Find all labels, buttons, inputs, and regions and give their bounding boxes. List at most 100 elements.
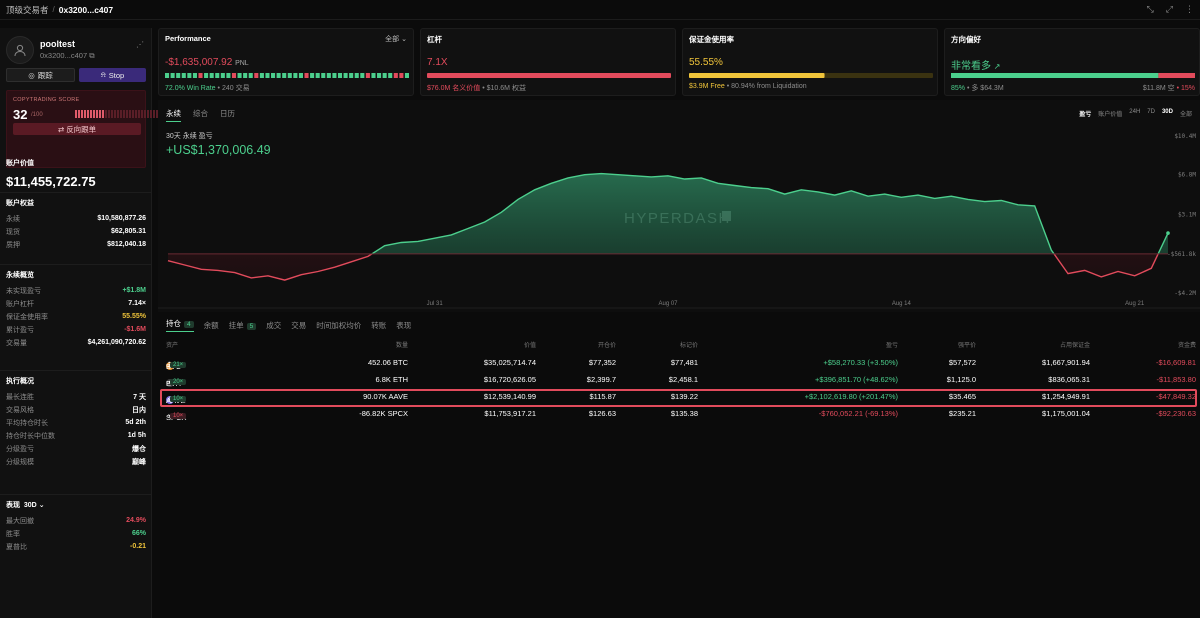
breadcrumb-separator: /	[52, 5, 55, 14]
breadcrumb-top-traders[interactable]: 顶级交易者	[6, 4, 49, 15]
liquidation-distance: • 80.94% from Liquidation	[726, 83, 807, 90]
win-rate-segments	[165, 73, 409, 78]
score-max: /100	[31, 112, 43, 118]
period-select[interactable]: 30D ⌄	[24, 502, 45, 509]
positions-tab[interactable]: 表现	[396, 320, 411, 331]
column-header[interactable]: 数量	[395, 343, 408, 349]
column-header[interactable]: 资金费	[1177, 343, 1196, 349]
reverse-copy-button[interactable]: ⇄ 反向跟单	[13, 123, 141, 135]
score-meter	[75, 110, 164, 118]
leverage-sub: $76.0M 名义价值 • $10.6M 权益	[427, 83, 526, 93]
score-meter-segment	[126, 110, 128, 118]
equity-value: $62,805.31	[110, 228, 146, 235]
performance-range-select[interactable]: 全部 ⌄	[385, 34, 407, 44]
performance-range-value: 全部	[385, 36, 400, 43]
trade-segment	[209, 73, 214, 78]
cell-qty: 90.07K AAVE	[363, 392, 408, 401]
pnl-chart-panel: HYPERDASH$10.4M$6.8M$3.1M-$561.8k-$4.2MJ…	[158, 100, 1200, 312]
cell-pnl: -$760,052.21 (-69.13%)	[818, 409, 898, 418]
column-header[interactable]: 开仓价	[597, 343, 616, 349]
cell-mark: $77,481	[670, 358, 698, 367]
trade-segment	[365, 73, 370, 78]
copytrading-score-card: COPYTRADING SCORE 32 /100 ⇄ 反向跟单	[6, 90, 164, 168]
score-meter-segment	[138, 110, 140, 118]
positions-tab[interactable]: 交易	[291, 320, 306, 331]
more-icon[interactable]: ⋮	[1185, 4, 1194, 14]
cell-pnl: +$2,102,619.80 (+201.47%)	[804, 392, 898, 401]
performance-row: 最大回撤 24.9%	[6, 514, 146, 527]
trade-segment	[231, 73, 237, 78]
chart-tab[interactable]: 永续	[166, 108, 181, 122]
column-header[interactable]: 占用保证金	[1059, 343, 1090, 349]
table-row[interactable]: AAAVE10×90.07K AAVE$12,539,140.99$115.87…	[158, 388, 1200, 405]
positions-tab[interactable]: 时间加权均价	[316, 320, 361, 331]
column-header[interactable]: 盈亏	[885, 343, 898, 349]
leverage-badge: 10×	[170, 396, 187, 402]
account-value-title: 账户价值	[6, 160, 34, 167]
x-tick-label: Aug 07	[658, 301, 678, 307]
trade-segment	[332, 73, 337, 78]
execution-key: 最长连胜	[6, 393, 34, 401]
equity-value: $812,040.18	[107, 241, 146, 248]
chart-option[interactable]: 全部	[1179, 112, 1192, 118]
positions-tab-label: 成交	[266, 320, 282, 330]
collapse-icon[interactable]: ⤡	[1146, 4, 1154, 14]
positions-tab[interactable]: 持仓 4	[166, 318, 194, 332]
chart-option[interactable]: 账户价值	[1098, 112, 1123, 118]
perp-key: 未实现盈亏	[6, 287, 41, 295]
arrow-up-right-icon: ↗	[993, 62, 1001, 71]
column-header[interactable]: 价值	[523, 343, 536, 349]
positions-tab-badge: 4	[184, 321, 194, 328]
follow-button[interactable]: ◎ 跟踪	[6, 68, 75, 82]
leverage-badge: 10×	[170, 413, 187, 419]
table-row[interactable]: ✕SPCX10×-86.82K SPCX$11,753,917.21$126.6…	[158, 405, 1200, 422]
score-meter-segment	[135, 110, 137, 118]
last-point	[1166, 231, 1170, 235]
execution-row: 分级规模 巅峰	[6, 455, 146, 468]
perp-row: 累计盈亏 -$1.6M	[6, 323, 146, 336]
margin-bar-fill	[689, 73, 825, 78]
trade-segment	[259, 73, 264, 78]
positions-tab-label: 余额	[203, 320, 219, 330]
score-value: 32	[13, 107, 28, 122]
equity-key: 现货	[6, 228, 20, 236]
positions-tab[interactable]: 转账	[371, 320, 386, 331]
table-row[interactable]: ₿BTC21×452.06 BTC$35,025,714.74$77,352$7…	[158, 354, 1200, 371]
table-row[interactable]: ♦ETH20×6.8K ETH$16,720,626.05$2,399.7$2,…	[158, 371, 1200, 388]
positive-line	[370, 172, 1169, 254]
trader-sidebar: pooltest 0x3200...c407 ⧉ ⋰ ◎ 跟踪 ⍾ Stop COP…	[0, 28, 164, 618]
chart-option[interactable]: 7D	[1147, 109, 1155, 115]
cell-qty: -86.82K SPCX	[359, 409, 408, 418]
share-icon[interactable]: ⋰	[136, 40, 144, 49]
perp-row: 未实现盈亏 +$1.8M	[6, 284, 146, 297]
period-value: 30D	[23, 502, 37, 509]
cell-funding: -$16,609.81	[1155, 358, 1196, 367]
chart-option[interactable]: 盈亏	[1079, 112, 1092, 118]
perp-overview-section: 永续概览 未实现盈亏 +$1.8M 账户杠杆 7.14× 保证金使用率 55.55% 累计盈…	[6, 270, 146, 349]
top-bar: 顶级交易者 / 0x3200...c407 ⤡ ⤢ ⋮	[0, 0, 1200, 20]
chart-tab[interactable]: 综合	[193, 109, 208, 118]
column-header[interactable]: 强平价	[957, 343, 976, 349]
copy-icon[interactable]: ⧉	[89, 51, 95, 60]
trade-segment	[393, 73, 398, 78]
trade-segment	[321, 73, 326, 78]
expand-icon[interactable]: ⤢	[1165, 4, 1173, 14]
positions-tab[interactable]: 成交	[266, 320, 281, 331]
cell-liq: $57,572	[948, 358, 976, 367]
perp-key: 账户杠杆	[6, 300, 34, 308]
score-meter-segment	[141, 110, 143, 118]
stop-button[interactable]: ⍾ Stop	[79, 68, 146, 82]
column-header[interactable]: 标记价	[679, 343, 698, 349]
leverage-card-title: 杠杆	[427, 35, 442, 44]
score-meter-segment	[150, 110, 152, 118]
positions-tab[interactable]: 挂单 5	[229, 320, 257, 331]
performance-key: 胜率	[6, 530, 20, 538]
chart-option[interactable]: 24H	[1129, 109, 1141, 115]
positions-tab[interactable]: 余额	[204, 320, 219, 331]
positions-tabs: 持仓 4 余额 挂单 5 成交 交易 时间加权均价 转账 表现	[166, 318, 411, 332]
chart-option[interactable]: 30D	[1161, 109, 1173, 115]
perp-overview-title: 永续概览	[6, 272, 34, 279]
column-header[interactable]: 资产	[166, 343, 179, 349]
execution-value: 巅峰	[132, 458, 146, 466]
chart-tab[interactable]: 日历	[220, 109, 235, 118]
